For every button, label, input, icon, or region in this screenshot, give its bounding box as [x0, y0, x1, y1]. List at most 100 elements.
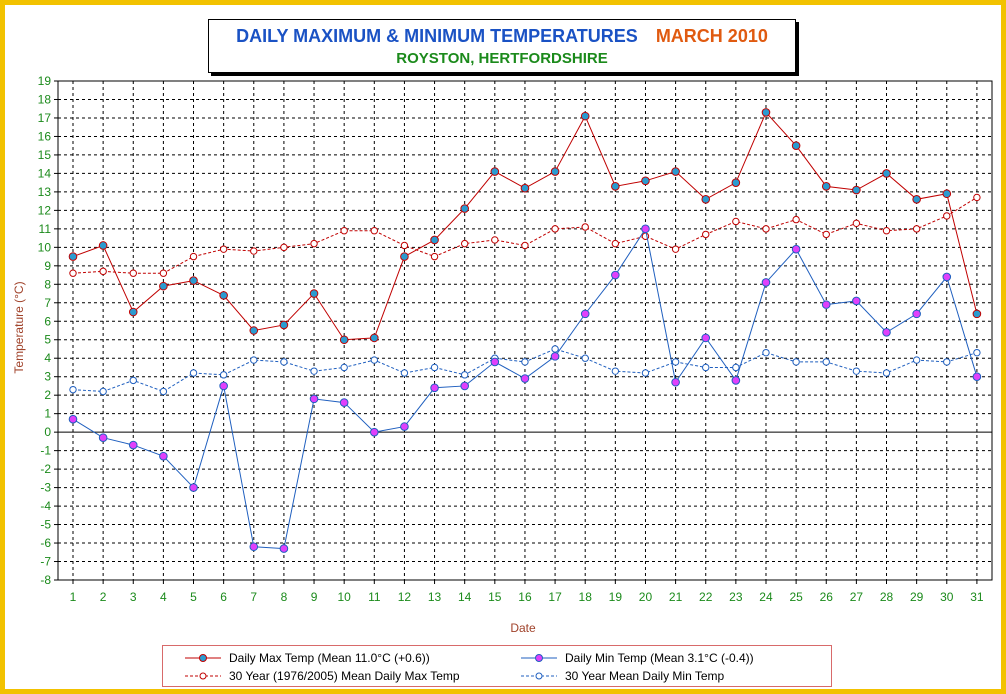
legend-label-max: Daily Max Temp (Mean 11.0°C (+0.6)) — [229, 651, 430, 665]
data-point-min — [370, 427, 379, 437]
x-tick-label: 9 — [311, 590, 318, 604]
data-point-mean-min — [732, 363, 740, 372]
x-tick-label: 13 — [428, 590, 442, 604]
data-point-mean-max — [912, 225, 921, 233]
legend-swatch-mean-max — [185, 672, 221, 680]
data-point-mean-max — [551, 225, 559, 233]
y-tick-label: 13 — [38, 185, 52, 199]
data-point-mean-min — [912, 356, 921, 364]
x-tick-label: 4 — [160, 590, 167, 604]
data-point-min — [159, 451, 168, 461]
data-point-min — [791, 244, 801, 254]
y-tick-label: 2 — [44, 388, 51, 402]
y-axis-label: Temperature (°C) — [12, 281, 26, 373]
data-point-max — [701, 194, 711, 204]
data-point-max — [972, 309, 982, 319]
data-point-mean-max — [69, 269, 77, 277]
data-point-mean-max — [310, 239, 318, 248]
data-point-min — [611, 270, 620, 280]
data-point-mean-min — [99, 387, 107, 396]
data-point-min — [761, 278, 771, 287]
data-point-max — [611, 182, 620, 191]
data-point-max — [761, 108, 771, 117]
plot-border — [57, 80, 993, 581]
y-tick-label: 15 — [38, 148, 52, 162]
data-point-min — [460, 381, 469, 391]
data-point-mean-max — [400, 241, 409, 250]
data-point-max — [339, 335, 349, 345]
data-point-mean-min — [641, 369, 650, 377]
data-point-max — [882, 169, 891, 178]
data-point-mean-min — [521, 358, 529, 366]
data-point-mean-min — [400, 369, 409, 377]
x-tick-label: 28 — [880, 590, 894, 604]
y-tick-label: 18 — [38, 92, 52, 106]
y-tick-label: 8 — [44, 277, 51, 291]
data-point-max — [219, 291, 228, 300]
data-point-mean-max — [852, 219, 861, 228]
data-point-min — [671, 377, 680, 387]
legend-item-max: Daily Max Temp (Mean 11.0°C (+0.6)) — [183, 650, 430, 666]
x-tick-label: 2 — [100, 590, 107, 604]
x-tick-label: 31 — [970, 590, 984, 604]
x-tick-label: 24 — [759, 590, 773, 604]
data-point-min — [852, 296, 861, 306]
legend-swatch-min — [521, 654, 557, 662]
y-tick-label: -6 — [40, 536, 51, 550]
data-point-mean-max — [491, 236, 499, 244]
data-point-mean-min — [460, 371, 469, 379]
data-point-mean-min — [943, 358, 951, 366]
data-point-max — [580, 111, 590, 121]
y-tick-label: 14 — [38, 166, 52, 180]
data-point-mean-max — [792, 215, 800, 224]
data-point-mean-max — [762, 225, 770, 233]
data-point-mean-max — [129, 269, 137, 277]
x-tick-label: 7 — [250, 590, 257, 604]
x-tick-label: 1 — [70, 590, 77, 604]
legend-label-min: Daily Min Temp (Mean 3.1°C (-0.4)) — [565, 651, 754, 665]
x-tick-label: 19 — [609, 590, 623, 604]
data-point-mean-max — [882, 227, 891, 235]
data-point-max — [98, 241, 108, 250]
data-point-mean-min — [792, 358, 800, 366]
data-point-min — [279, 544, 289, 553]
x-axis-label: Date — [510, 621, 536, 635]
data-point-min — [942, 272, 952, 282]
x-tick-label: 8 — [281, 590, 288, 604]
data-point-min — [128, 440, 138, 450]
data-point-mean-min — [310, 367, 318, 375]
data-point-min — [580, 309, 590, 319]
data-point-min — [339, 398, 349, 407]
data-point-max — [852, 185, 861, 195]
y-tick-label: 17 — [38, 111, 52, 125]
x-tick-label: 21 — [669, 590, 683, 604]
data-point-mean-min — [219, 371, 228, 379]
y-tick-label: -3 — [40, 481, 51, 495]
data-point-min — [490, 357, 500, 367]
x-tick-label: 3 — [130, 590, 137, 604]
x-tick-label: 6 — [220, 590, 227, 604]
y-tick-label: -1 — [40, 444, 51, 458]
data-point-max — [159, 281, 168, 291]
y-tick-label: 7 — [44, 296, 51, 310]
data-point-mean-min — [671, 358, 680, 366]
data-point-min — [821, 300, 831, 309]
data-point-mean-max — [340, 227, 348, 235]
data-point-max — [249, 326, 259, 335]
x-tick-label: 18 — [579, 590, 593, 604]
x-tick-label: 22 — [699, 590, 713, 604]
data-point-min — [641, 224, 650, 234]
data-point-max — [370, 333, 379, 343]
data-point-min — [98, 433, 108, 442]
x-tick-label: 30 — [940, 590, 954, 604]
data-point-min — [68, 414, 78, 424]
data-point-mean-max — [943, 212, 951, 220]
legend-item-mean-max: 30 Year (1976/2005) Mean Daily Max Temp — [183, 668, 460, 684]
data-point-mean-min — [189, 369, 198, 377]
y-tick-label: 11 — [39, 222, 52, 236]
chart-title-month: MARCH 2010 — [655, 26, 768, 46]
legend-item-min: Daily Min Temp (Mean 3.1°C (-0.4)) — [519, 650, 754, 666]
x-tick-label: 10 — [337, 590, 351, 604]
data-point-mean-max — [611, 239, 620, 248]
y-tick-label: 4 — [44, 351, 51, 365]
